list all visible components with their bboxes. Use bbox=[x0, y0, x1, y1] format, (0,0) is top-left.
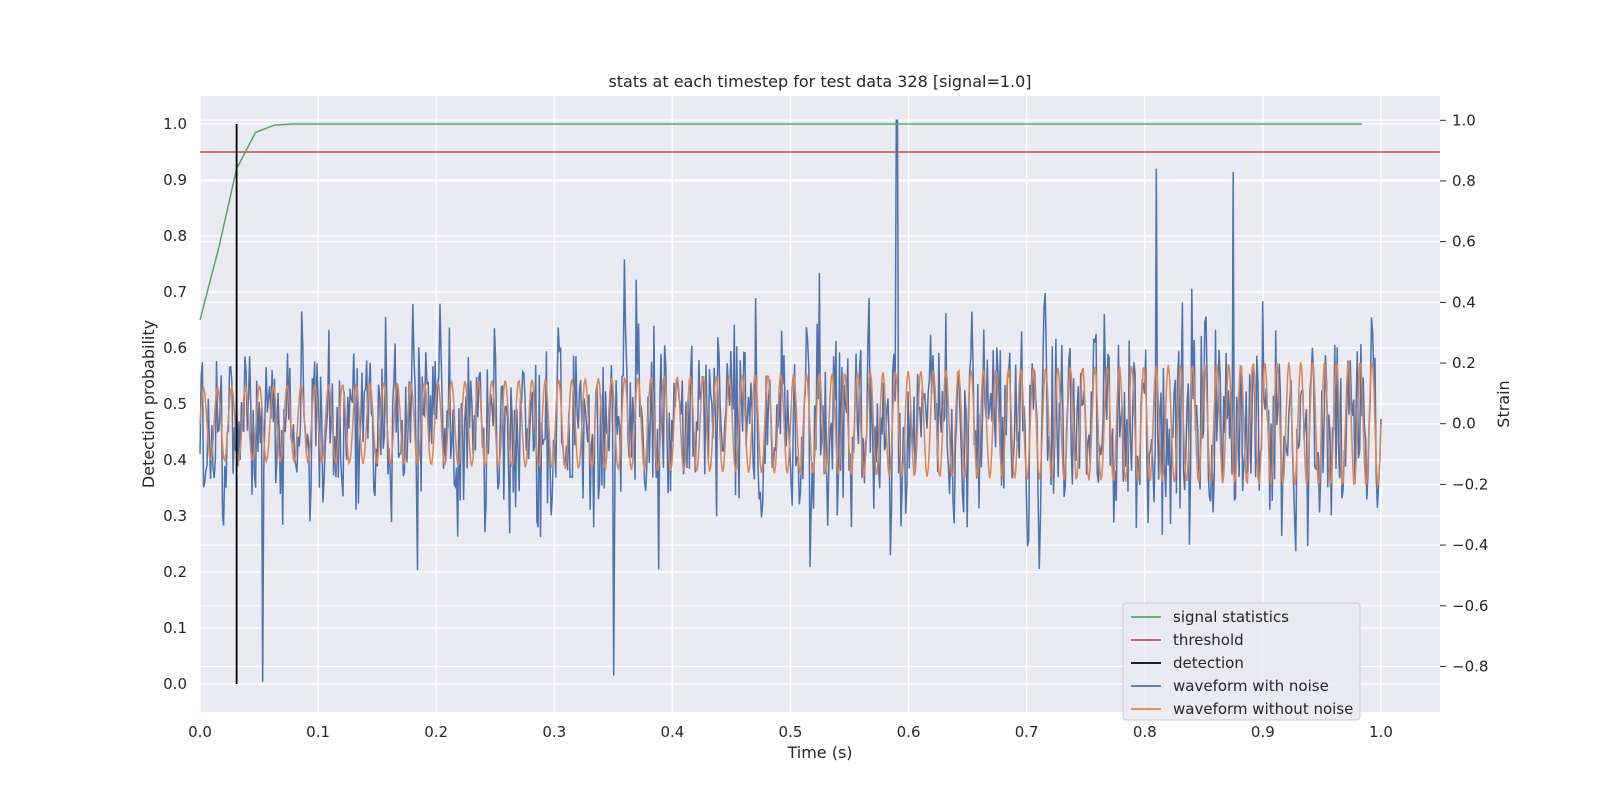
x-tick-label: 0.2 bbox=[424, 723, 448, 741]
y-right-tick-label: −0.4 bbox=[1452, 536, 1488, 554]
x-tick-labels: 0.0 0.1 0.2 0.3 0.4 0.5 0.6 0.7 0.8 0.9 1.0 bbox=[188, 723, 1393, 741]
legend-label: threshold bbox=[1173, 631, 1244, 649]
series-waveform-with-noise bbox=[199, 119, 1382, 682]
chart-title: stats at each timestep for test data 328… bbox=[608, 72, 1031, 91]
y-axis-label-left: Detection probability bbox=[139, 320, 158, 488]
x-tick-label: 0.9 bbox=[1251, 723, 1275, 741]
x-tick-label: 0.6 bbox=[897, 723, 921, 741]
y-left-tick-label: 0.3 bbox=[163, 507, 187, 525]
y-right-tick-label: −0.8 bbox=[1452, 657, 1488, 675]
legend: signal statistics threshold detection wavef… bbox=[1122, 602, 1361, 721]
y-left-tick-label: 0.9 bbox=[163, 171, 187, 189]
legend-box bbox=[1122, 602, 1361, 721]
y-left-tick-label: 0.2 bbox=[163, 563, 187, 581]
y-left-tick-label: 0.0 bbox=[163, 675, 187, 693]
legend-label: signal statistics bbox=[1173, 608, 1289, 626]
legend-label: detection bbox=[1173, 654, 1244, 672]
y-left-tick-label: 0.1 bbox=[163, 619, 187, 637]
y-left-tick-label: 1.0 bbox=[163, 115, 187, 133]
y-axis-label-right: Strain bbox=[1494, 380, 1513, 427]
x-tick-label: 0.8 bbox=[1133, 723, 1157, 741]
y-right-tick-label: 0.8 bbox=[1452, 172, 1476, 190]
y-right-tick-label: −0.6 bbox=[1452, 597, 1488, 615]
legend-label: waveform with noise bbox=[1173, 677, 1329, 695]
y-right-tick-label: −0.2 bbox=[1452, 475, 1488, 493]
y-left-tick-label: 0.8 bbox=[163, 227, 187, 245]
y-right-tick-labels: −0.8 −0.6 −0.4 −0.2 0.0 0.2 0.4 0.6 0.8 1.0 bbox=[1440, 111, 1488, 675]
series-signal-statistics bbox=[199, 123, 1363, 321]
series-waveform-without-noise bbox=[199, 360, 1382, 488]
x-tick-label: 0.3 bbox=[542, 723, 566, 741]
series-layer bbox=[199, 119, 1440, 684]
x-tick-label: 0.1 bbox=[306, 723, 330, 741]
y-right-tick-label: 0.0 bbox=[1452, 415, 1476, 433]
x-tick-label: 0.7 bbox=[1015, 723, 1039, 741]
legend-label: waveform without noise bbox=[1173, 700, 1353, 718]
x-tick-label: 1.0 bbox=[1369, 723, 1393, 741]
y-left-tick-label: 0.7 bbox=[163, 283, 187, 301]
y-right-tick-label: 0.6 bbox=[1452, 233, 1476, 251]
y-left-tick-label: 0.5 bbox=[163, 395, 187, 413]
y-right-tick-label: 1.0 bbox=[1452, 111, 1476, 129]
y-left-tick-labels: 0.0 0.1 0.2 0.3 0.4 0.5 0.6 0.7 0.8 0.9 1.0 bbox=[163, 115, 187, 693]
x-tick-label: 0.0 bbox=[188, 723, 212, 741]
y-left-tick-label: 0.6 bbox=[163, 339, 187, 357]
y-left-tick-label: 0.4 bbox=[163, 451, 187, 469]
x-tick-label: 0.4 bbox=[660, 723, 684, 741]
x-axis-label: Time (s) bbox=[786, 743, 852, 762]
x-tick-label: 0.5 bbox=[779, 723, 803, 741]
y-right-tick-label: 0.2 bbox=[1452, 354, 1476, 372]
y-right-tick-label: 0.4 bbox=[1452, 293, 1476, 311]
